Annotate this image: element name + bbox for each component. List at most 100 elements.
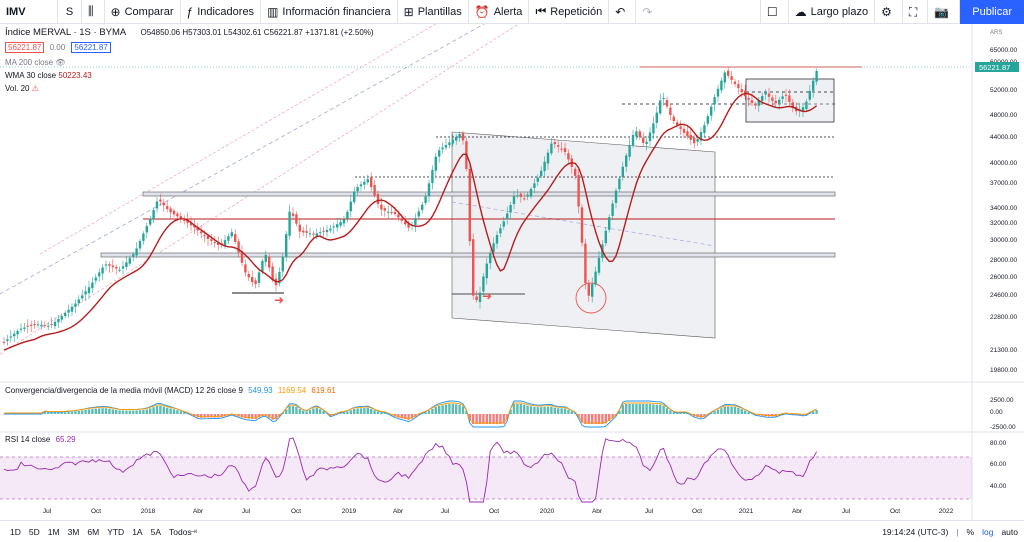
candle[interactable] [210,233,213,245]
candle[interactable] [543,156,546,177]
candle[interactable] [774,94,777,108]
price-tick[interactable]: 65000.00 [990,47,1017,54]
candle[interactable] [308,227,312,238]
percent-toggle[interactable]: % [966,527,975,537]
candle[interactable] [363,178,366,190]
candle[interactable] [234,229,237,245]
candle[interactable] [489,249,492,270]
layout-button[interactable]: ☁ Largo plazo [789,0,876,24]
price-tick[interactable]: 40000.00 [990,160,1017,167]
candle[interactable] [325,225,329,237]
time-tick[interactable]: Jul [43,508,52,515]
period-5d[interactable]: 5D [28,526,40,537]
candle[interactable] [322,226,325,238]
candle[interactable] [349,194,352,218]
candle[interactable] [169,206,172,219]
candle[interactable] [179,212,182,223]
candle[interactable] [495,231,499,249]
candle[interactable] [40,320,43,330]
time-tick[interactable]: Jul [645,508,654,515]
candle[interactable] [247,270,250,282]
candle[interactable] [815,68,818,86]
candle[interactable] [237,238,240,258]
candle[interactable] [257,268,261,288]
candle[interactable] [135,242,138,259]
candle[interactable] [672,114,675,125]
candle[interactable] [512,190,516,210]
period-3m[interactable]: 3M [67,526,80,537]
candle[interactable] [118,266,121,273]
candle[interactable] [563,142,567,156]
candle[interactable] [98,268,101,282]
price-tick[interactable]: 32000.00 [990,220,1017,227]
candle[interactable] [30,320,33,333]
candle[interactable] [788,89,791,107]
date-range-icon[interactable]: ⇥ [190,526,198,536]
auto-toggle[interactable]: auto [1001,527,1018,537]
candle[interactable] [693,134,696,149]
rsi-legend[interactable]: RSI 14 close 65.29 [5,435,76,444]
candle[interactable] [682,124,686,139]
candle[interactable] [264,250,267,267]
time-tick[interactable]: 2022 [939,508,954,515]
candle[interactable] [506,206,509,225]
candle[interactable] [115,264,118,275]
candle[interactable] [23,323,26,332]
candle[interactable] [686,125,689,140]
vol-legend[interactable]: Vol. 20 ⚠ [5,84,39,93]
candle[interactable] [812,77,815,98]
candle[interactable] [642,132,645,146]
descending-channel[interactable] [451,131,716,339]
candle[interactable] [754,101,757,110]
candle[interactable] [546,149,550,170]
settings-button[interactable]: ⚙ [875,0,903,24]
candle[interactable] [162,198,165,212]
candle[interactable] [461,131,465,145]
candle[interactable] [84,285,87,301]
candle[interactable] [438,147,441,163]
candle[interactable] [444,138,448,151]
candle[interactable] [172,208,176,218]
candle[interactable] [665,96,669,109]
macd-legend[interactable]: Convergencia/divergencia de la media móv… [5,386,336,395]
candle[interactable] [60,313,63,323]
candle[interactable] [74,299,77,313]
candle[interactable] [635,126,638,140]
candle[interactable] [737,79,740,95]
candle[interactable] [33,319,36,329]
candle[interactable] [655,106,658,129]
time-tick[interactable]: Jul [842,508,851,515]
templates-button[interactable]: ⊞ Plantillas [398,0,469,24]
candle[interactable] [138,238,142,252]
candle[interactable] [305,224,308,238]
price-tick[interactable]: 34000.00 [990,205,1017,212]
candle[interactable] [553,138,556,149]
candle[interactable] [526,191,529,201]
candle[interactable] [77,295,80,307]
candle[interactable] [213,236,216,248]
candle[interactable] [757,96,760,113]
compare-button[interactable]: ⊕ Comparar [105,0,181,24]
ma200-legend[interactable]: MA 200 close 👁 [5,58,65,67]
candle[interactable] [472,233,475,300]
candle[interactable] [50,317,53,328]
candle[interactable] [132,252,135,262]
period-1m[interactable]: 1M [47,526,60,537]
candle[interactable] [142,231,145,245]
candle[interactable] [336,217,339,232]
indicators-button[interactable]: ƒ Indicadores [181,0,262,24]
time-axis[interactable]: Jul Oct 2018 Abr Jul Oct 2019 Abr Jul Oct 2020 Abr J… [43,508,954,515]
candle[interactable] [652,116,655,140]
candle[interactable] [67,304,70,318]
candle[interactable] [145,222,148,239]
candle[interactable] [713,93,716,112]
candle[interactable] [227,233,230,244]
candle[interactable] [716,84,720,102]
candle[interactable] [529,186,533,199]
candle[interactable] [254,277,257,289]
candle[interactable] [339,217,342,229]
candle[interactable] [404,215,407,227]
candle[interactable] [567,149,570,164]
time-tick[interactable]: Jul [242,508,251,515]
price-tick[interactable]: 44000.00 [990,134,1017,141]
